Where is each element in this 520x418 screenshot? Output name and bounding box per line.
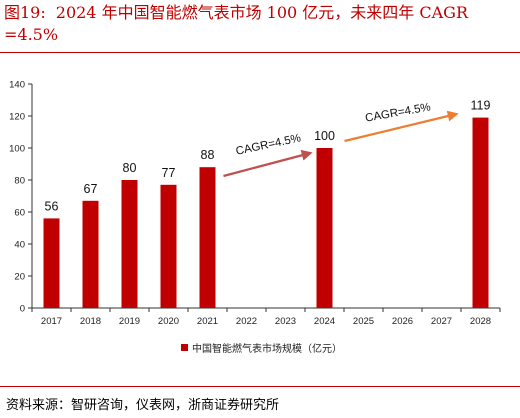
bar-2024 — [316, 148, 333, 308]
bar-2019 — [121, 180, 138, 308]
data-label-2028: 119 — [471, 99, 491, 113]
y-tick-label: 140 — [9, 80, 25, 91]
x-tick-label: 2017 — [41, 316, 62, 327]
cagr-label-2: CAGR=4.5% — [364, 101, 431, 124]
cagr-arrow-1 — [223, 149, 313, 178]
data-label-2020: 77 — [162, 166, 176, 180]
legend-swatch — [181, 343, 188, 351]
cagr-arrow-2 — [344, 110, 459, 143]
x-tick-label: 2022 — [236, 316, 257, 327]
x-tick-label: 2024 — [314, 316, 335, 327]
title-divider — [0, 52, 520, 53]
x-tick-label: 2021 — [197, 316, 218, 327]
bar-2018 — [82, 200, 99, 308]
data-label-2021: 88 — [201, 148, 215, 162]
data-label-2019: 80 — [123, 161, 137, 175]
x-tick-label: 2027 — [431, 316, 452, 327]
data-label-2017: 56 — [45, 199, 59, 213]
bar-2021 — [199, 167, 216, 308]
data-label-2018: 67 — [84, 182, 98, 196]
y-tick-label: 120 — [9, 112, 25, 123]
x-tick-label: 2023 — [275, 316, 296, 327]
bar-2020 — [160, 184, 177, 308]
y-tick-label: 0 — [20, 304, 25, 315]
y-tick-label: 20 — [14, 272, 25, 283]
legend-label: 中国智能燃气表市场规模（亿元） — [192, 343, 342, 355]
bar-chart: 0 20 40 60 80 100 120 140 2017 2018 2019 2020 2021 20… — [9, 80, 501, 327]
source-note: 资料来源：智研咨询，仪表网，浙商证券研究所 — [6, 398, 280, 413]
x-tick-label: 2026 — [392, 316, 413, 327]
x-tick-label: 2025 — [353, 316, 374, 327]
figure-title: 图19: 2024 年中国智能燃气表市场 100 亿元，未来四年 CAGR =4.… — [4, 2, 516, 46]
x-tick-label: 2019 — [119, 316, 140, 327]
y-tick-label: 100 — [9, 144, 25, 155]
y-tick-label: 40 — [14, 240, 25, 251]
x-tick-label: 2028 — [470, 316, 491, 327]
data-label-2024: 100 — [314, 129, 335, 143]
x-tick-label: 2018 — [80, 316, 101, 327]
y-tick-label: 60 — [14, 208, 25, 219]
y-tick-label: 80 — [14, 176, 25, 187]
x-tick-label: 2020 — [158, 316, 179, 327]
figure-title-text: 2024 年中国智能燃气表市场 100 亿元，未来四年 CAGR =4.5% — [4, 3, 468, 44]
source-divider — [0, 386, 520, 387]
bar-2028 — [472, 117, 489, 308]
chart-area: 0 20 40 60 80 100 120 140 2017 2018 2019 2020 2021 20… — [0, 62, 520, 362]
chart-legend: 中国智能燃气表市场规模（亿元） — [181, 340, 342, 355]
figure-number: 图19: — [4, 3, 46, 22]
cagr-label-1: CAGR=4.5% — [235, 132, 302, 157]
bar-2017 — [43, 218, 60, 308]
